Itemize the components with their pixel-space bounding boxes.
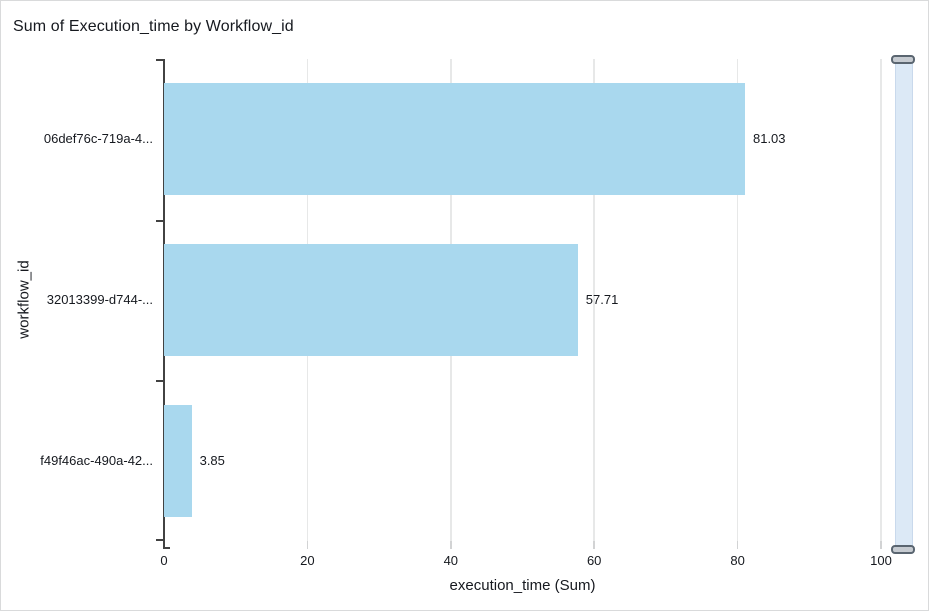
x-tick-mark bbox=[736, 541, 739, 549]
bar-value-label: 3.85 bbox=[199, 452, 225, 468]
y-tick-mark bbox=[156, 59, 164, 61]
x-tick-mark bbox=[306, 541, 309, 549]
x-tick-label: 100 bbox=[870, 553, 892, 568]
gridline bbox=[736, 59, 739, 541]
zoom-slider-track[interactable] bbox=[895, 57, 913, 554]
y-tick-mark bbox=[156, 539, 164, 541]
x-tick-label: 0 bbox=[160, 553, 168, 568]
category-label: 06def76c-719a-4... bbox=[43, 131, 153, 147]
x-tick-label: 40 bbox=[443, 553, 459, 568]
y-tick-mark bbox=[156, 380, 164, 383]
x-tick-mark bbox=[450, 541, 452, 549]
x-tick-label: 80 bbox=[730, 553, 745, 568]
category-label: 32013399-d744-... bbox=[46, 292, 153, 307]
category-label: f49f46ac-490a-42... bbox=[40, 452, 153, 468]
bar[interactable] bbox=[164, 404, 192, 517]
y-axis-foot bbox=[163, 547, 170, 549]
x-tick-mark bbox=[593, 541, 595, 549]
x-tick-mark bbox=[880, 541, 882, 549]
bar-value-label: 57.71 bbox=[585, 292, 619, 307]
chart-title: Sum of Execution_time by Workflow_id bbox=[13, 18, 294, 35]
gridline bbox=[593, 59, 595, 541]
zoom-slider-handle-bottom[interactable] bbox=[891, 545, 915, 554]
zoom-slider-handle-top[interactable] bbox=[891, 55, 915, 64]
x-axis-title: execution_time (Sum) bbox=[449, 577, 596, 594]
x-tick-label: 60 bbox=[586, 553, 602, 568]
y-tick-mark bbox=[156, 219, 164, 222]
bar[interactable] bbox=[164, 83, 745, 196]
x-tick-label: 20 bbox=[300, 553, 315, 568]
bar-value-label: 81.03 bbox=[752, 131, 786, 147]
bar[interactable] bbox=[164, 244, 578, 356]
gridline bbox=[880, 59, 882, 541]
